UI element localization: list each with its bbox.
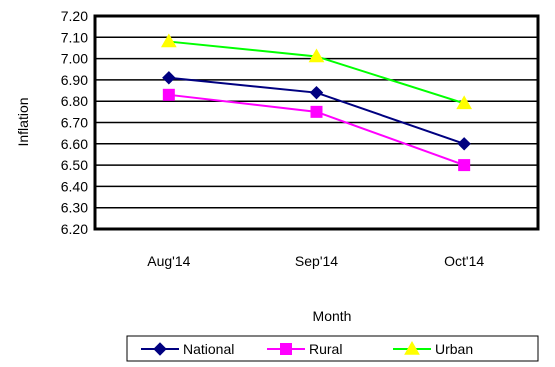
legend-label: Urban xyxy=(435,341,473,357)
y-tick-label: 6.50 xyxy=(61,157,88,173)
series-lines xyxy=(160,33,473,172)
y-tick-label: 7.00 xyxy=(61,51,88,67)
y-tick-label: 7.20 xyxy=(61,8,88,24)
legend-label: Rural xyxy=(309,341,342,357)
legend-marker xyxy=(404,340,420,355)
data-point-marker xyxy=(308,48,325,63)
legend-box xyxy=(126,335,539,362)
y-tick-label: 6.80 xyxy=(61,93,88,109)
x-tick-label: Sep'14 xyxy=(295,253,338,269)
y-axis-label: Inflation xyxy=(15,97,31,146)
legend-entry-urban: Urban xyxy=(393,340,473,357)
y-tick-label: 7.10 xyxy=(61,29,88,45)
y-tick-label: 6.90 xyxy=(61,72,88,88)
legend: National Rural Urban xyxy=(126,335,539,362)
legend-entry-national: National xyxy=(141,341,234,357)
y-tick-label: 6.60 xyxy=(61,136,88,152)
data-point-marker xyxy=(309,85,324,100)
y-tick-labels: 6.20 6.30 6.40 6.50 6.60 6.70 6.80 6.90 7.00 7.10… xyxy=(61,8,88,237)
series-rural xyxy=(162,88,471,172)
series-urban xyxy=(160,33,473,110)
data-point-marker xyxy=(457,137,471,151)
legend-label: National xyxy=(183,341,234,357)
y-tick-label: 6.30 xyxy=(61,200,88,216)
y-tick-label: 6.20 xyxy=(61,221,88,237)
series-national xyxy=(162,71,471,151)
data-point-marker xyxy=(162,71,176,85)
x-tick-label: Aug'14 xyxy=(147,253,190,269)
y-tick-label: 6.70 xyxy=(61,115,88,131)
legend-marker xyxy=(153,342,167,356)
legend-entries: National Rural Urban xyxy=(141,340,473,357)
x-axis-label: Month xyxy=(313,308,352,324)
data-point-marker xyxy=(456,95,473,110)
data-point-marker xyxy=(160,33,177,48)
data-point-marker xyxy=(458,159,471,172)
legend-entry-rural: Rural xyxy=(267,341,342,357)
x-tick-labels: Aug'14 Sep'14 Oct'14 xyxy=(147,253,484,269)
y-tick-label: 6.40 xyxy=(61,178,88,194)
data-point-marker xyxy=(162,88,175,101)
x-tick-label: Oct'14 xyxy=(444,253,484,269)
plot-area-border xyxy=(93,14,540,231)
legend-marker xyxy=(280,343,292,355)
data-point-marker xyxy=(310,105,323,118)
